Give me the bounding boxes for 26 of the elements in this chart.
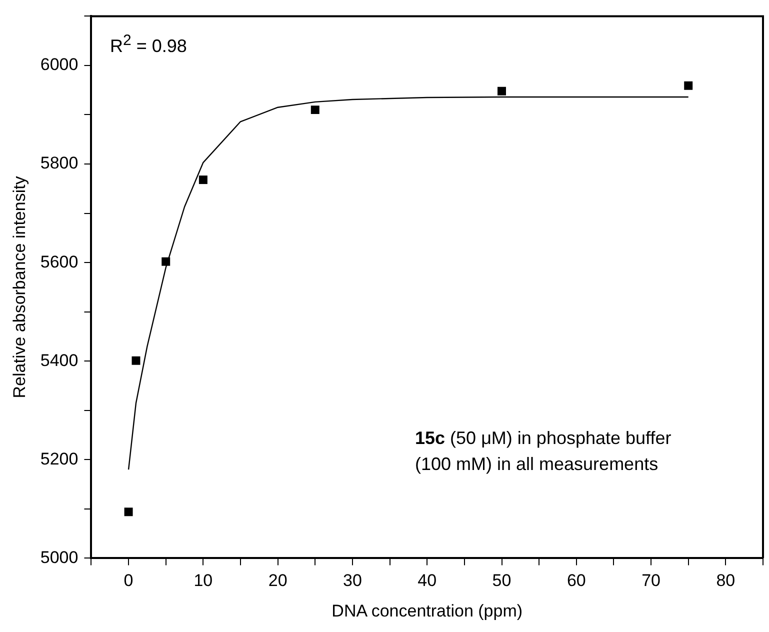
point	[162, 257, 170, 266]
annotation: 15c (50 μM) in phosphate buffer (100 mM) in all measurements	[415, 427, 672, 476]
y-tick-label: 5800	[40, 154, 78, 173]
x-axis-title: DNA concentration (ppm)	[332, 601, 523, 620]
point	[684, 81, 693, 90]
point	[198, 176, 208, 184]
point	[310, 106, 320, 114]
x-tick-label: 70	[642, 571, 660, 590]
x-tick-label: 0	[124, 571, 134, 590]
point	[498, 86, 506, 96]
x-tick-label: 40	[418, 571, 437, 590]
x-tick-label: 10	[194, 571, 213, 590]
x-tick-label: 30	[343, 571, 362, 590]
y-tick-label: 5000	[40, 548, 78, 567]
y-axis-title: Relative absorbance intensity	[10, 176, 29, 398]
y-tick-label: 6000	[40, 55, 78, 74]
point	[132, 356, 140, 365]
y-tick-label: 5200	[40, 449, 78, 468]
x-tick-label: 60	[566, 571, 586, 590]
x-tick-label: 20	[268, 571, 288, 590]
y-tick-label: 5600	[40, 252, 78, 272]
y-tick-label: 5400	[40, 350, 78, 370]
x-tick-label: 80	[716, 571, 736, 590]
x-tick-label: 50	[492, 571, 512, 590]
point	[124, 508, 133, 516]
annotation: R$^{2}$ = 0.98	[110, 32, 187, 57]
